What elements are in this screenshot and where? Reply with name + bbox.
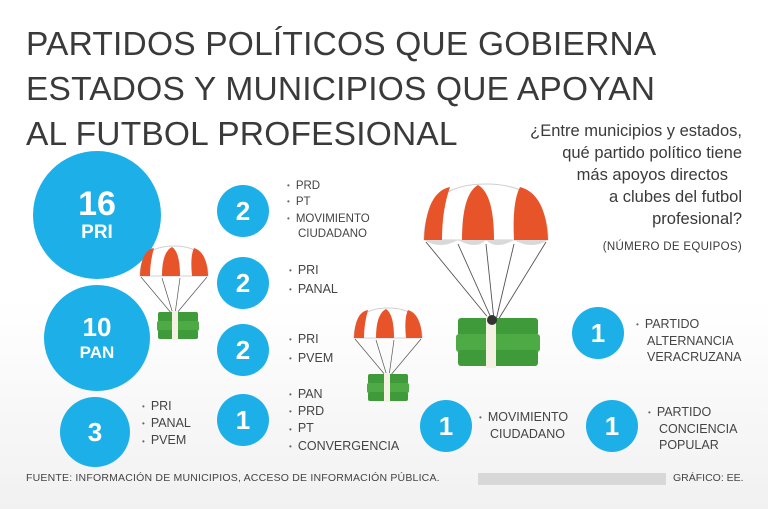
parachute-money-middle-icon [353,307,423,402]
pan-total-circle: 10 PAN [44,285,150,391]
party-list-conciencia-popular: • PARTIDO CONCIENCIA POPULAR [648,404,737,453]
party-item: VERACRUZANA [647,349,742,364]
question-unit: (NÚMERO DE EQUIPOS) [602,241,742,253]
group-value: 1 [604,411,620,441]
party-item: • PRD [289,404,325,419]
party-item: • PVEM [289,351,334,366]
party-item: • PARTIDO [648,405,712,419]
group-circle-pri-pvem: 2 [217,324,269,376]
party-item: CIUDADANO [298,227,368,240]
party-item: • PANAL [142,416,191,431]
party-item: • PT [289,421,314,436]
party-item: • PARTIDO [636,317,700,331]
question-line-3: más apoyos directos [576,166,728,184]
party-item: • PANAL [289,282,338,297]
question-line-4: a clubes del futbol [608,188,742,206]
group-circle-prd-pt-mc: 2 [217,185,269,237]
party-list-pri-pvem: • PRI • PVEM [289,330,333,368]
pan-total-value: 10 [82,312,112,342]
title-line-2: ESTADOS Y MUNICIPIOS QUE APOYAN [26,71,656,108]
party-item: • MOVIMIENTO [287,212,370,225]
party-item: CONCIENCIA [659,421,738,436]
group-value: 3 [87,417,103,447]
party-item: • PRI [289,263,319,277]
question-block: ¿Entre municipios y estados, qué partido… [530,120,742,258]
group-circle-pri-panal-pvem: 3 [60,397,130,467]
title-line-3: AL FUTBOL PROFESIONAL [26,116,458,153]
group-value: 2 [235,196,251,226]
pri-total-label: PRI [81,222,113,243]
group-value: 1 [235,405,251,435]
group-circle-alternancia-veracruzana: 1 [572,307,624,359]
party-item: • PVEM [142,433,187,448]
page-title: PARTIDOS POLÍTICOS QUE GOBIERNA ESTADOS … [26,22,656,157]
question-line-1: ¿Entre municipios y estados, [530,122,742,140]
question-line-5: profesional? [652,210,742,228]
party-list-movimiento-ciudadano: • MOVIMIENTO CIUDADANO [479,409,568,442]
pri-total-value: 16 [78,185,116,223]
party-list-alternancia-veracruzana: • PARTIDO ALTERNANCIA VERACRUZANA [636,316,741,365]
group-circle-pri-panal: 2 [217,257,269,309]
group-circle-movimiento-ciudadano: 1 [420,400,472,452]
party-item: • PRI [142,399,172,413]
pan-total-label: PAN [79,343,115,362]
party-list-pan-prd-pt-conv: • PAN • PRD • PT • CONVERGENCIA [289,386,399,455]
party-item: • PRI [289,332,319,346]
party-list-pri-panal-pvem: • PRI • PANAL • PVEM [142,398,191,450]
party-item: CIUDADANO [490,426,566,441]
graphic-credit: GRÁFICO: EE. [673,472,744,484]
parachute-money-large-icon [423,183,549,368]
group-value: 1 [590,318,606,348]
party-item: POPULAR [659,437,719,452]
group-value: 1 [438,411,454,441]
group-value: 2 [235,335,251,365]
party-item: • PRD [287,179,321,192]
party-item: • MOVIMIENTO [479,410,569,424]
party-item: • PAN [289,387,323,401]
group-circle-conciencia-popular: 1 [586,400,638,452]
footer-divider [478,473,666,485]
party-list-prd-pt-mc: • PRD • PT • MOVIMIENTO CIUDADANO [287,178,370,242]
party-item: ALTERNANCIA [647,333,734,348]
party-item: • CONVERGENCIA [289,438,400,453]
source-note: FUENTE: INFORMACIÓN DE MUNICIPIOS, ACCES… [26,472,440,484]
group-value: 2 [235,268,251,298]
group-circle-pan-prd-pt-conv: 1 [217,394,269,446]
pri-total-circle: 16 PRI [33,151,161,279]
parachute-money-left-icon [139,245,209,340]
party-item: • PT [287,196,311,209]
question-line-2: qué partido político tiene [562,144,742,162]
party-list-pri-panal: • PRI • PANAL [289,261,338,299]
title-line-1: PARTIDOS POLÍTICOS QUE GOBIERNA [26,26,657,63]
